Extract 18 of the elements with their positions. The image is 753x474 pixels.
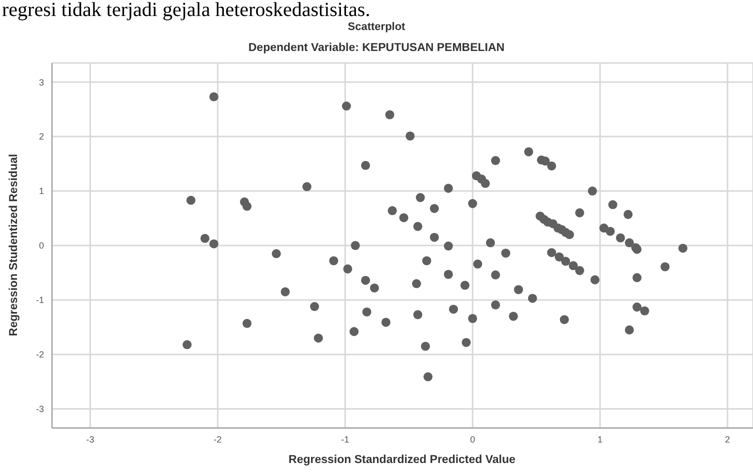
y-tick-label: -1 (36, 295, 44, 306)
y-tick-label: -3 (36, 404, 44, 414)
x-tick-label: 2 (725, 434, 730, 444)
x-tick-label: -2 (214, 434, 222, 444)
y-tick-label: 3 (38, 77, 44, 88)
y-tick-label: 1 (38, 186, 44, 196)
x-tick-label: 1 (598, 434, 603, 444)
y-axis-title: Regression Studentized Residual (8, 154, 20, 336)
x-tick-label: 0 (470, 434, 476, 444)
y-tick-label: -2 (36, 350, 44, 360)
x-tick-label: -1 (341, 434, 350, 444)
y-tick-label: 2 (38, 132, 44, 142)
x-tick-label: -3 (86, 434, 94, 444)
text: regresi tidak terjadi gejala heteroskedastisitas. (2, 0, 370, 21)
chart-title: Scatterplot (346, 21, 406, 33)
x-axis-title: Regression Standardized Predicted Value (288, 454, 516, 466)
y-tick-label: 0 (38, 240, 44, 251)
chart-subtitle: Dependent Variable: KEPUTUSAN PEMBELIAN (247, 42, 506, 54)
